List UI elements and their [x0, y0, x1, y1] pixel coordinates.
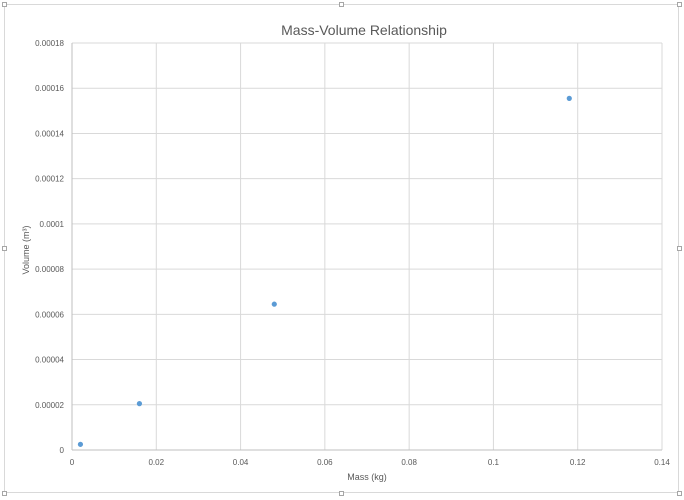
- x-tick-labels: 0 0.02 0.04 0.06 0.08 0.1 0.12 0.14: [70, 458, 671, 467]
- x-tick-label: 0.08: [401, 458, 417, 467]
- resize-handle-top-left[interactable]: [2, 2, 7, 7]
- data-point: [566, 95, 572, 101]
- chart-area[interactable]: 0 0.00002 0.00004 0.00006 0.00008 0.0001 0.000…: [4, 4, 679, 493]
- y-tick-label: 0: [60, 446, 65, 455]
- y-tick-label: 0.00016: [35, 84, 64, 93]
- y-tick-label: 0.00002: [35, 401, 64, 410]
- resize-handle-bottom[interactable]: [339, 491, 344, 496]
- y-tick-label: 0.00004: [35, 356, 64, 365]
- data-point: [77, 441, 84, 447]
- y-axis-title: Volume (m³): [21, 225, 31, 274]
- y-tick-label: 0.00014: [35, 129, 64, 138]
- x-tick-label: 0.14: [654, 458, 670, 467]
- x-axis-title: Mass (kg): [347, 472, 387, 482]
- x-tick-label: 0.02: [148, 458, 164, 467]
- resize-handle-bottom-left[interactable]: [2, 491, 7, 496]
- chart-title: Mass-Volume Relationship: [281, 22, 447, 38]
- gridlines: [72, 42, 663, 450]
- resize-handle-top[interactable]: [339, 2, 344, 7]
- x-tick-label: 0.06: [317, 458, 333, 467]
- y-tick-label: 0.0001: [40, 220, 65, 229]
- data-points: [77, 95, 572, 447]
- resize-handle-left[interactable]: [2, 246, 7, 251]
- x-tick-label: 0.12: [570, 458, 586, 467]
- y-tick-label: 0.00012: [35, 175, 64, 184]
- axes: [71, 43, 662, 451]
- x-tick-label: 0: [70, 458, 75, 467]
- x-tick-label: 0.04: [233, 458, 249, 467]
- data-point: [136, 401, 143, 407]
- resize-handle-bottom-right[interactable]: [677, 491, 682, 496]
- y-tick-label: 0.00008: [35, 265, 64, 274]
- resize-handle-top-right[interactable]: [677, 2, 682, 7]
- data-point: [271, 301, 277, 307]
- resize-handle-right[interactable]: [677, 246, 682, 251]
- y-tick-label: 0.00018: [35, 39, 64, 48]
- x-tick-label: 0.1: [488, 458, 500, 467]
- y-tick-label: 0.00006: [35, 310, 64, 319]
- scatter-chart: 0 0.00002 0.00004 0.00006 0.00008 0.0001 0.000…: [21, 22, 671, 482]
- y-tick-labels: 0 0.00002 0.00004 0.00006 0.00008 0.0001 0.000…: [35, 39, 64, 455]
